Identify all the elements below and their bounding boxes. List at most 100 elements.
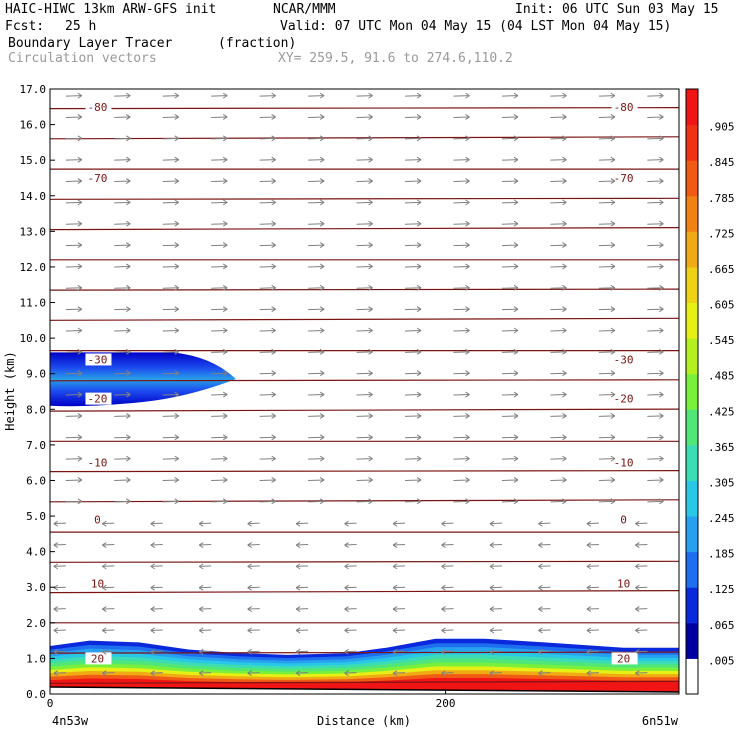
vector-shaft [150,522,163,525]
vector-shaft [453,372,470,375]
colorbar-label: .245 [708,512,735,525]
vector-head [222,263,228,270]
colorbar-label: .725 [708,227,735,240]
vector-head [465,498,470,505]
vector-head [416,306,422,313]
vector-head [295,520,301,527]
vector-shaft [647,351,664,353]
vector-shaft [453,394,470,396]
vector-shaft [247,608,260,610]
vector-shaft [453,201,470,204]
vector-head [77,306,83,313]
vector-head [319,178,325,184]
vector-head [222,348,228,355]
vector-head [538,563,543,570]
vector-head [562,498,567,505]
isotherm-label-bg [611,513,638,526]
vector-shaft [211,265,228,268]
colorbar-label: .065 [708,619,735,632]
vector-head [174,199,180,206]
colorbar-label: .785 [708,192,735,205]
vector-head [416,178,422,184]
vector-head [319,498,325,505]
vector-head [150,606,156,613]
vector-head [344,670,349,677]
vector-head [126,284,131,291]
vector-head [489,606,495,613]
vector-head [416,391,422,398]
vector-shaft [308,116,325,118]
colorbar-swatch [686,587,698,624]
vector-shaft [247,672,260,674]
vector-head [368,284,373,291]
vector-shaft [538,565,551,567]
vector-head [441,627,446,634]
vector-head [222,477,228,483]
vector-head [416,498,422,505]
vector-shaft [247,522,260,525]
vector-head [441,584,446,591]
vector-head [610,284,616,291]
y-tick-label: 2.0 [26,617,46,630]
vector-head [222,455,228,462]
isotherm-line [50,317,679,321]
vector-shaft [453,244,470,247]
vector-head [102,670,107,677]
vector-shaft [53,522,66,525]
vector-head [174,92,180,99]
vector-head [610,412,616,419]
isotherm-label-bg [85,171,112,184]
vector-head [222,199,228,206]
vector-shaft [441,522,454,525]
vector-shaft [356,137,373,140]
vector-shaft [162,287,179,289]
vector-head [198,606,204,613]
colorbar-swatch [686,409,698,446]
vector-shaft [405,180,422,183]
vector-head [610,178,616,184]
isotherm-label-bg [85,100,112,113]
isotherm-label-bg [85,577,112,590]
vector-head [441,563,446,570]
y-axis-title: Height (km) [3,351,17,430]
vector-head [659,199,664,206]
vector-shaft [308,330,325,332]
vector-shaft [296,629,309,631]
vector-head [77,498,83,505]
y-tick-label: 4.0 [26,546,46,559]
vector-head [271,306,276,313]
vector-shaft [162,479,179,481]
vector-head [538,520,543,527]
vector-shaft [199,672,212,674]
vector-shaft [259,201,276,204]
vector-head [344,542,349,548]
vector-head [271,92,276,99]
cross-section-coordinates: XY= 259.5, 91.6 to 274.6,110.2 [278,51,513,66]
vector-shaft [356,180,373,183]
vector-head [562,92,567,99]
vector-head [465,242,470,249]
vector-shaft [344,608,357,610]
vector-shaft [296,672,309,674]
vector-head [222,178,228,184]
vector-shaft [308,223,325,225]
vector-head [368,412,373,419]
vector-head [102,563,107,570]
colorbar-swatch [686,338,698,375]
vector-shaft [356,308,373,311]
vector-shaft [114,159,131,161]
x-tick-label: 200 [436,697,456,710]
vector-head [659,92,664,99]
vector-head [77,370,83,377]
vector-shaft [65,159,82,161]
vector-head [610,477,616,483]
vector-shaft [259,372,276,375]
vector-head [126,220,131,227]
vector-shaft [598,244,615,247]
vector-shaft [393,586,406,589]
vector-head [562,348,567,355]
vector-head [126,178,131,184]
vector-shaft [150,565,163,567]
